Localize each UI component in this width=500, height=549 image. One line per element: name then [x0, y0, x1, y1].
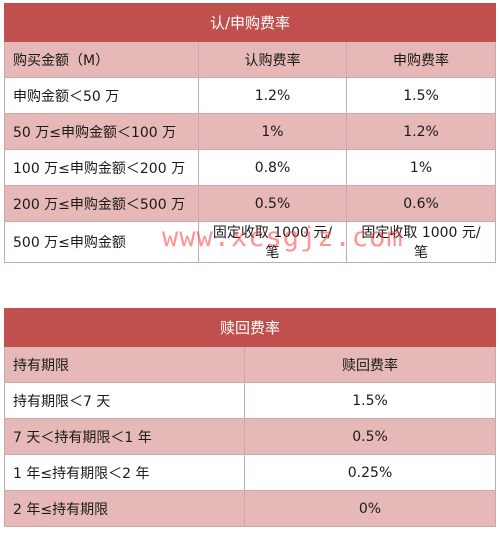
header-subscription-rate: 认购费率 — [198, 41, 347, 78]
purchase-rate-cell: 0.6% — [345, 185, 497, 222]
subscription-fee-table: 认/申购费率 购买金额（M） 认购费率 申购费率 申购金额＜50 万 1.2% … — [3, 3, 497, 263]
subscription-rate-cell: 1% — [198, 113, 347, 150]
amount-cell: 申购金额＜50 万 — [4, 77, 199, 114]
redemption-rate-cell: 0.25% — [243, 454, 497, 491]
table-row: 500 万≤申购金额 固定收取 1000 元/笔 固定收取 1000 元/笔 — [4, 221, 497, 263]
table-row: 50 万≤申购金额＜100 万 1% 1.2% — [4, 113, 497, 150]
period-cell: 1 年≤持有期限＜2 年 — [4, 454, 245, 491]
table-title: 认/申购费率 — [3, 3, 497, 42]
table-row: 7 天＜持有期限＜1 年 0.5% — [4, 418, 497, 455]
table-row: 持有期限＜7 天 1.5% — [4, 382, 497, 419]
table-title-row: 认/申购费率 — [3, 3, 497, 42]
subscription-rate-cell: 1.2% — [198, 77, 347, 114]
subscription-rate-cell: 0.5% — [198, 185, 347, 222]
table-row: 1 年≤持有期限＜2 年 0.25% — [4, 454, 497, 491]
header-purchase-amount: 购买金额（M） — [4, 41, 199, 78]
table-header-row: 持有期限 赎回费率 — [4, 346, 497, 383]
table-row: 100 万≤申购金额＜200 万 0.8% 1% — [4, 149, 497, 186]
redemption-rate-cell: 1.5% — [243, 382, 497, 419]
amount-cell: 100 万≤申购金额＜200 万 — [4, 149, 199, 186]
subscription-rate-cell: 固定收取 1000 元/笔 — [198, 221, 347, 263]
table-title: 赎回费率 — [3, 308, 497, 347]
purchase-rate-cell: 1% — [345, 149, 497, 186]
purchase-rate-cell: 1.2% — [345, 113, 497, 150]
subscription-rate-cell: 0.8% — [198, 149, 347, 186]
table-header-row: 购买金额（M） 认购费率 申购费率 — [4, 41, 497, 78]
purchase-rate-cell: 固定收取 1000 元/笔 — [345, 221, 497, 263]
table-row: 申购金额＜50 万 1.2% 1.5% — [4, 77, 497, 114]
purchase-rate-cell: 1.5% — [345, 77, 497, 114]
redemption-rate-cell: 0% — [243, 490, 497, 527]
table-row: 200 万≤申购金额＜500 万 0.5% 0.6% — [4, 185, 497, 222]
header-holding-period: 持有期限 — [4, 346, 245, 383]
table-title-row: 赎回费率 — [3, 308, 497, 347]
redemption-fee-table: 赎回费率 持有期限 赎回费率 持有期限＜7 天 1.5% 7 天＜持有期限＜1 … — [3, 308, 497, 527]
amount-cell: 50 万≤申购金额＜100 万 — [4, 113, 199, 150]
amount-cell: 500 万≤申购金额 — [4, 221, 199, 263]
header-redemption-rate: 赎回费率 — [243, 346, 497, 383]
amount-cell: 200 万≤申购金额＜500 万 — [4, 185, 199, 222]
table-row: 2 年≤持有期限 0% — [4, 490, 497, 527]
period-cell: 2 年≤持有期限 — [4, 490, 245, 527]
period-cell: 持有期限＜7 天 — [4, 382, 245, 419]
redemption-rate-cell: 0.5% — [243, 418, 497, 455]
period-cell: 7 天＜持有期限＜1 年 — [4, 418, 245, 455]
header-purchase-rate: 申购费率 — [345, 41, 497, 78]
